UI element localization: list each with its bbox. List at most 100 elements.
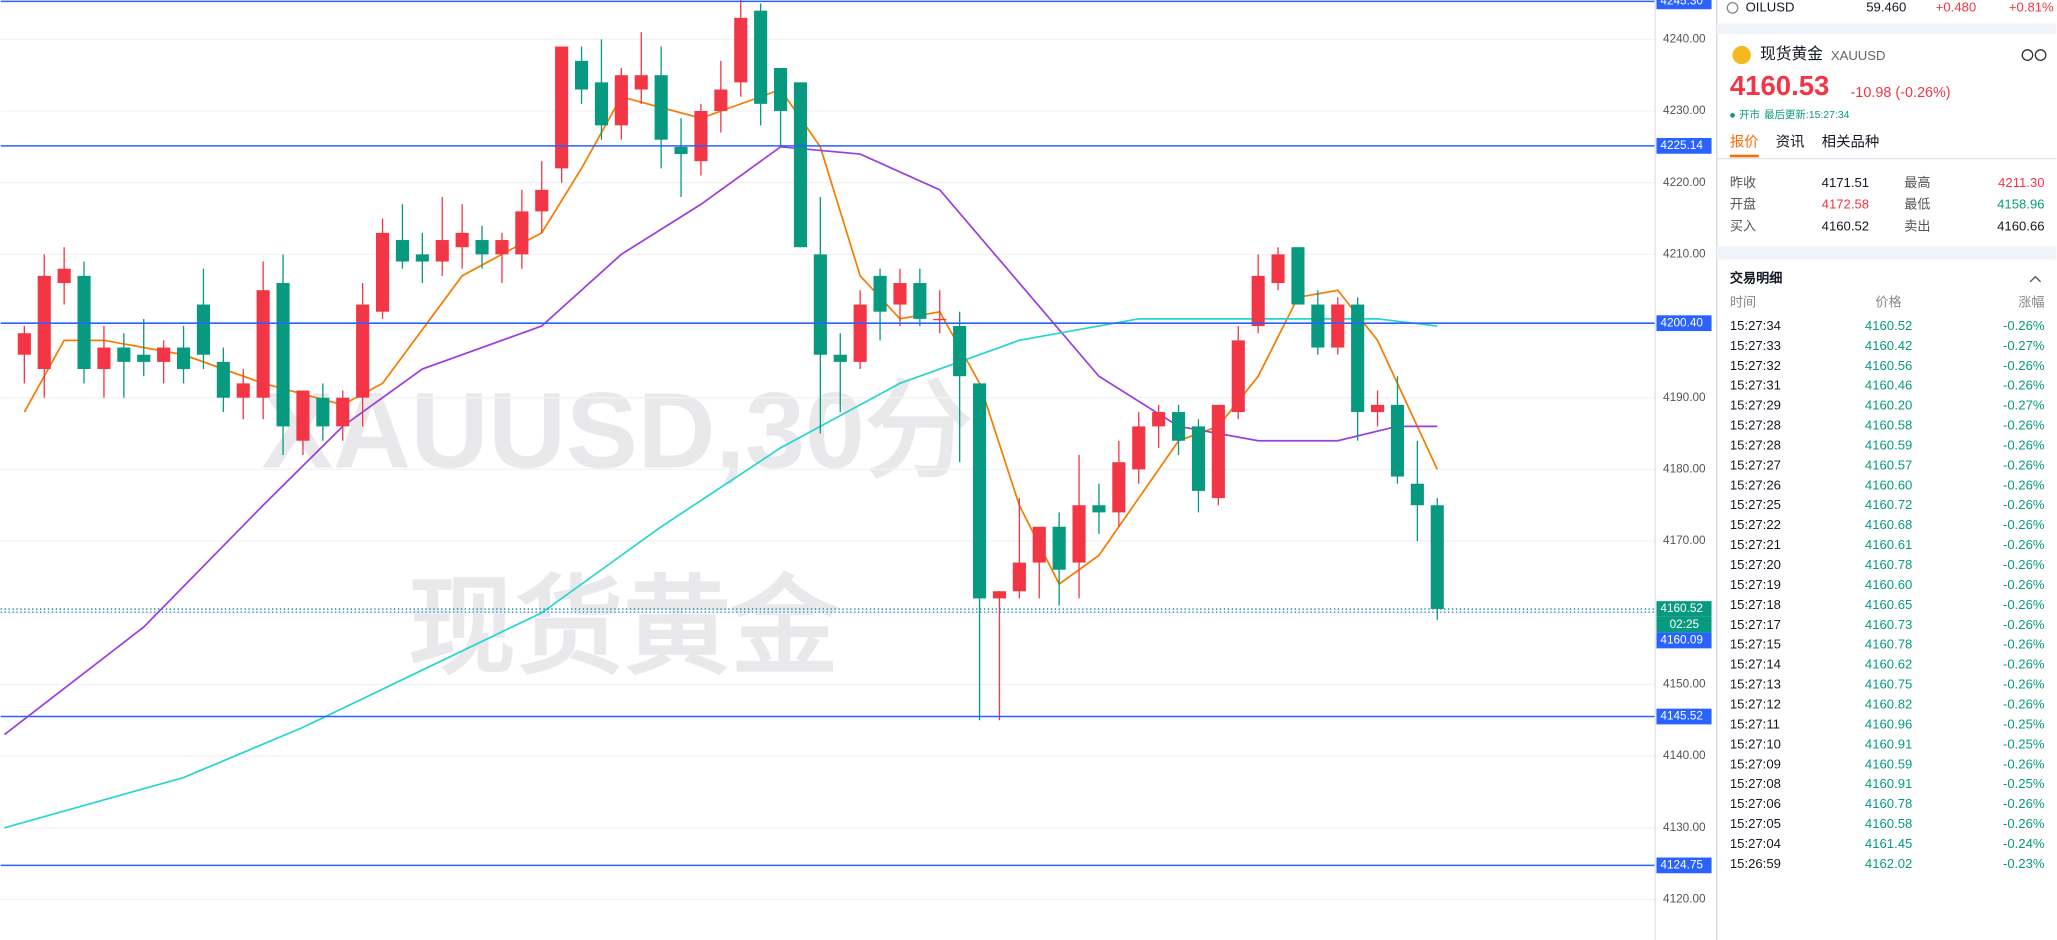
candle-body (375, 232, 390, 312)
trade-time: 15:27:05 (1730, 816, 1781, 831)
bid-label: 4160.09 (1660, 634, 1703, 647)
add-button[interactable] (2021, 49, 2034, 61)
candle-body (1390, 404, 1405, 477)
trade-change: -0.26% (2003, 358, 2045, 373)
candle-body (415, 254, 429, 262)
trade-price: 4160.78 (1865, 796, 1912, 811)
trade-change: -0.26% (2003, 637, 2045, 652)
stat-label: 开盘 (1730, 196, 1756, 212)
more-button[interactable] (2034, 49, 2047, 61)
candle-body (833, 354, 847, 362)
candle-body (196, 304, 211, 355)
y-tick-label: 4230.00 (1663, 104, 1706, 117)
trade-change: -0.26% (2003, 756, 2045, 771)
level-label: 4124.75 (1660, 858, 1703, 871)
trade-time: 15:27:22 (1730, 517, 1781, 532)
candle-body (495, 240, 509, 255)
y-tick-label: 4240.00 (1663, 32, 1706, 45)
candle-body (1032, 526, 1046, 563)
watch-price: 59.460 (1866, 0, 1906, 14)
trade-time: 15:27:32 (1730, 358, 1781, 373)
trade-price: 4160.20 (1865, 398, 1912, 413)
countdown: 02:25 (1670, 618, 1700, 631)
stat-value: 4158.96 (1997, 197, 2044, 212)
candle-body (1291, 247, 1305, 305)
trade-change: -0.26% (2003, 577, 2045, 592)
trade-price: 4160.58 (1865, 418, 1912, 433)
trade-time: 15:27:10 (1730, 736, 1781, 751)
candle-body (236, 383, 250, 398)
level-label: 4225.14 (1660, 139, 1703, 152)
candle-body (853, 304, 867, 362)
candle-body (1132, 426, 1146, 470)
trade-change: -0.25% (2003, 776, 2045, 791)
trade-time: 15:27:18 (1730, 597, 1781, 612)
candle-body (1152, 412, 1166, 427)
y-tick-label: 4210.00 (1663, 247, 1706, 260)
candle-body (395, 240, 410, 262)
candle-body (356, 304, 370, 398)
trade-time: 15:27:04 (1730, 836, 1781, 851)
quote-change: -10.98 (-0.26%) (1851, 85, 1951, 101)
candle-body (1251, 275, 1265, 327)
trade-price: 4160.96 (1865, 716, 1912, 731)
level-label-bg (1656, 0, 1712, 10)
stat-label: 买入 (1730, 218, 1756, 233)
candle-body (674, 146, 688, 155)
collapse-icon[interactable] (2029, 275, 2042, 283)
tab[interactable]: 报价 (1730, 134, 1759, 151)
trade-time: 15:27:15 (1730, 637, 1781, 652)
side-panel: OILUSD 59.460 +0.480 +0.81% 现货黄金 XAUUSD … (1716, 0, 2057, 940)
tab[interactable]: 相关品种 (1822, 134, 1880, 151)
watch-change: +0.480 (1936, 0, 1976, 14)
candle-body (435, 240, 449, 262)
watch-symbol: OILUSD (1746, 0, 1795, 14)
trade-change: -0.26% (2003, 677, 2045, 692)
trade-time: 15:27:08 (1730, 776, 1781, 791)
trade-time: 15:27:26 (1730, 477, 1781, 492)
candle-body (1331, 304, 1345, 348)
trade-price: 4160.59 (1865, 437, 1912, 452)
ma-line (3, 145, 1438, 736)
trade-price: 4160.46 (1865, 378, 1912, 393)
candle-body (157, 347, 171, 362)
stat-value: 4172.58 (1822, 197, 1869, 212)
stat-value: 4171.51 (1822, 175, 1869, 190)
candle-body (654, 75, 668, 140)
trade-price: 4161.45 (1865, 836, 1912, 851)
candle-body (873, 275, 887, 312)
trades-header: 涨幅 (2018, 294, 2044, 309)
trade-price: 4160.52 (1865, 318, 1912, 333)
trade-time: 15:27:17 (1730, 617, 1781, 632)
trade-time: 15:27:29 (1730, 398, 1781, 413)
candle-body (1371, 404, 1385, 413)
trade-change: -0.23% (2003, 856, 2045, 871)
candle-body (1092, 505, 1106, 513)
candle-body (893, 283, 907, 305)
candle-body (1410, 483, 1424, 506)
stat-value: 4160.66 (1997, 218, 2044, 233)
divider (1716, 246, 2057, 260)
candle-body (216, 361, 230, 398)
divider (1716, 23, 2057, 35)
candle-body (1012, 562, 1026, 592)
trade-change: -0.26% (2003, 816, 2045, 831)
level-label: 4160.52 (1660, 602, 1703, 615)
candle-body (953, 326, 967, 377)
trade-price: 4160.57 (1865, 457, 1912, 472)
trade-price: 4160.62 (1865, 657, 1912, 672)
watch-pct: +0.81% (2009, 0, 2054, 14)
trade-price: 4160.73 (1865, 617, 1912, 632)
tab[interactable]: 资讯 (1776, 134, 1805, 151)
trade-price: 4160.61 (1865, 537, 1912, 552)
trade-change: -0.26% (2003, 557, 2045, 572)
stat-value: 4160.52 (1822, 218, 1869, 233)
candle-body (773, 68, 788, 112)
trade-time: 15:27:27 (1730, 457, 1781, 472)
trade-price: 4160.58 (1865, 816, 1912, 831)
trade-time: 15:27:06 (1730, 796, 1781, 811)
candle-body (972, 383, 987, 599)
stat-value: 4211.30 (1998, 175, 2044, 190)
trade-price: 4160.78 (1865, 637, 1912, 652)
candle-body (574, 60, 589, 90)
